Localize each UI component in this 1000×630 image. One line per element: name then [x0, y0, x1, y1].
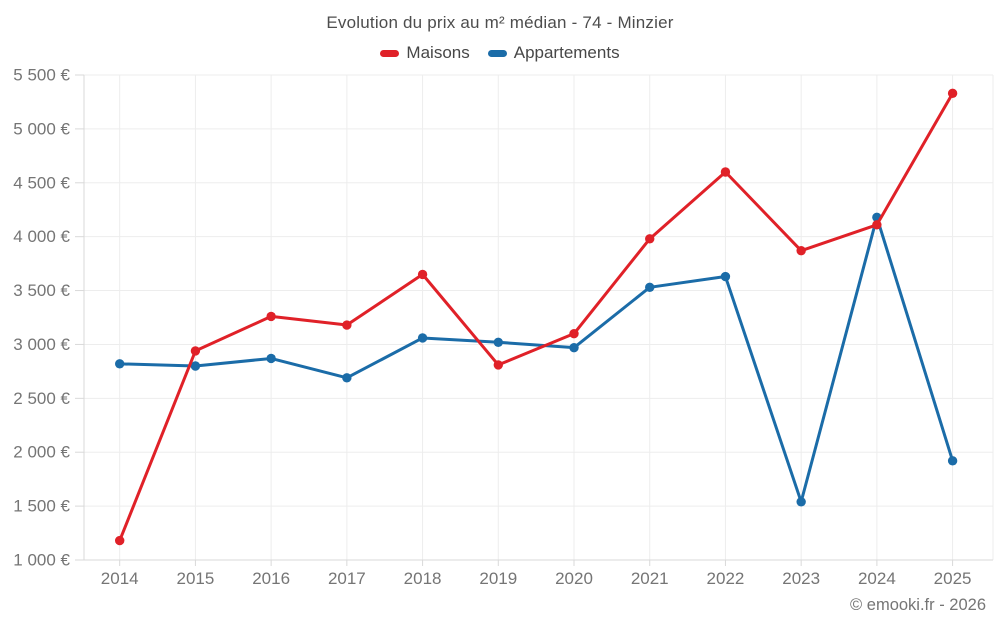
series-line	[118, 215, 955, 504]
x-tick-label: 2023	[782, 569, 820, 588]
y-tick-label: 5 500 €	[13, 66, 70, 85]
y-tick-label: 4 500 €	[13, 173, 70, 192]
y-tick-label: 5 000 €	[13, 119, 70, 138]
chart-legend: Maisons Appartements	[0, 43, 1000, 63]
data-point[interactable]	[342, 373, 352, 383]
x-tick-label: 2019	[479, 569, 517, 588]
data-point[interactable]	[493, 360, 503, 370]
data-point[interactable]	[190, 346, 201, 356]
data-point[interactable]	[569, 342, 579, 353]
legend-label-appartements: Appartements	[513, 43, 620, 62]
chart-title: Evolution du prix au m² médian - 74 - Mi…	[326, 13, 674, 32]
data-point[interactable]	[417, 333, 428, 343]
x-tick-label: 2022	[707, 569, 745, 588]
legend-item-appartements[interactable]: Appartements	[487, 43, 620, 63]
data-point[interactable]	[872, 220, 882, 230]
data-point[interactable]	[720, 271, 731, 282]
series-line	[118, 91, 955, 543]
data-point[interactable]	[796, 497, 806, 507]
y-tick-label: 2 000 €	[13, 443, 70, 462]
x-tick-label: 2021	[631, 569, 669, 588]
y-tick-label: 3 500 €	[13, 281, 70, 300]
data-point[interactable]	[720, 167, 731, 177]
data-point[interactable]	[569, 328, 579, 339]
x-tick-label: 2014	[101, 569, 139, 588]
x-tick-label: 2025	[934, 569, 972, 588]
legend-label-maisons: Maisons	[406, 43, 470, 62]
data-point[interactable]	[645, 234, 655, 244]
x-tick-label: 2024	[858, 569, 896, 588]
x-tick-label: 2017	[328, 569, 366, 588]
y-tick-label: 1 500 €	[13, 497, 70, 516]
data-point[interactable]	[417, 269, 428, 280]
data-point[interactable]	[115, 535, 125, 546]
y-tick-label: 4 000 €	[13, 227, 70, 246]
data-point[interactable]	[493, 337, 503, 347]
x-tick-label: 2018	[404, 569, 442, 588]
data-point[interactable]	[796, 245, 806, 256]
maisons-series-swatch-icon	[380, 49, 400, 57]
data-point[interactable]	[266, 311, 276, 322]
y-tick-label: 3 000 €	[13, 335, 70, 354]
x-tick-label: 2016	[252, 569, 290, 588]
appartements-series-swatch-icon	[487, 49, 507, 57]
series-maisons	[115, 88, 958, 546]
x-tick-label: 2020	[555, 569, 593, 588]
data-point[interactable]	[342, 320, 352, 330]
y-tick-label: 2 500 €	[13, 389, 70, 408]
series-appartements	[115, 212, 958, 507]
data-point[interactable]	[190, 361, 201, 371]
copyright-watermark: © emooki.fr - 2026	[850, 596, 986, 614]
x-tick-label: 2015	[177, 569, 215, 588]
y-tick-label: 1 000 €	[13, 551, 70, 570]
legend-item-maisons[interactable]: Maisons	[380, 43, 470, 63]
data-point[interactable]	[645, 282, 655, 293]
data-point[interactable]	[266, 353, 276, 364]
data-point[interactable]	[115, 359, 125, 369]
data-point[interactable]	[947, 88, 958, 99]
data-point[interactable]	[947, 456, 958, 466]
